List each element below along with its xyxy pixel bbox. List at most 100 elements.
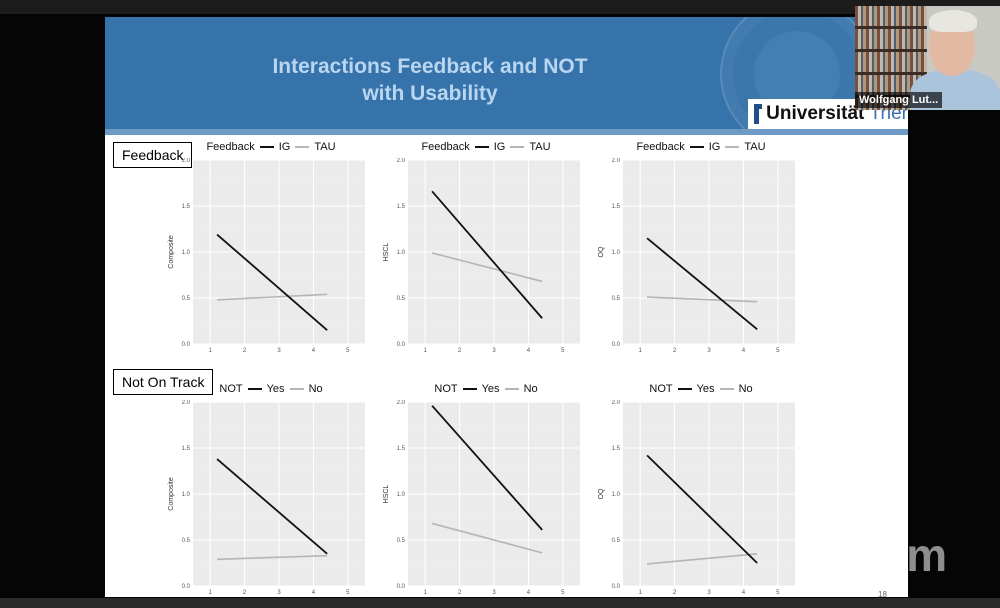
window-bottom-bar xyxy=(0,598,1000,608)
chart-svg: 0.0 0.5 1.0 1.5 2.0 1 2 3 4 5 HSCL xyxy=(383,400,580,596)
y-axis-label: OQ xyxy=(598,246,605,257)
x-tick-label: 1 xyxy=(424,348,428,354)
y-tick-label: 1.5 xyxy=(397,446,406,452)
section-label-not-on-track: Not On Track xyxy=(113,369,214,395)
legend-level-1: Yes xyxy=(266,383,285,395)
participant-hair xyxy=(929,10,977,32)
series-line-ig xyxy=(431,190,543,319)
legend-level-1: IG xyxy=(278,141,291,153)
y-tick-label: 1.0 xyxy=(612,250,621,256)
x-tick-label: 4 xyxy=(742,590,746,596)
x-tick-label: 3 xyxy=(277,348,281,354)
y-tick-label: 1.5 xyxy=(612,446,621,452)
y-tick-label: 2.0 xyxy=(397,400,406,406)
series-line-yes xyxy=(431,405,543,531)
legend-title: NOT xyxy=(219,383,243,395)
y-tick-label: 1.5 xyxy=(397,204,406,210)
legend-level-2: No xyxy=(738,383,753,395)
legend-swatch-light xyxy=(504,388,519,390)
x-tick-label: 4 xyxy=(527,590,531,596)
series-line-tau xyxy=(647,296,758,303)
legend-swatch-dark xyxy=(462,388,477,390)
y-tick-label: 2.0 xyxy=(397,158,406,164)
series-line-no xyxy=(647,553,758,565)
y-tick-label: 0.5 xyxy=(612,296,621,302)
x-tick-label: 4 xyxy=(312,348,316,354)
legend-swatch-dark xyxy=(677,388,692,390)
series-line-ig xyxy=(216,233,328,331)
x-tick-label: 1 xyxy=(639,590,643,596)
legend-swatch-light xyxy=(289,388,304,390)
plot-not-hscl: NOT Yes No 0.0 0.5 1.0 1.5 2.0 1 2 3 4 5 HSCL xyxy=(380,380,592,596)
legend-title: Feedback xyxy=(206,141,255,153)
legend-swatch-dark xyxy=(689,146,704,148)
y-tick-label: 0.0 xyxy=(182,584,191,590)
x-tick-label: 5 xyxy=(776,590,780,596)
y-tick-label: 1.5 xyxy=(182,446,191,452)
y-tick-label: 1.0 xyxy=(397,250,406,256)
x-tick-label: 3 xyxy=(707,348,711,354)
legend: NOT Yes No xyxy=(165,380,377,398)
logo-mark-icon xyxy=(754,104,763,124)
legend: NOT Yes No xyxy=(595,380,807,398)
chart-svg: 0.0 0.5 1.0 1.5 2.0 1 2 3 4 5 HSCL xyxy=(383,158,580,354)
x-tick-label: 2 xyxy=(458,590,462,596)
series-line-yes xyxy=(646,454,758,564)
x-tick-label: 2 xyxy=(243,348,247,354)
legend-title: NOT xyxy=(649,383,673,395)
legend-level-1: IG xyxy=(493,141,506,153)
legend-swatch-light xyxy=(295,146,310,148)
shared-slide: Interactions Feedback and NOT with Usabi… xyxy=(105,17,908,597)
y-tick-label: 0.0 xyxy=(397,342,406,348)
y-tick-label: 2.0 xyxy=(182,158,191,164)
y-axis-label: Composite xyxy=(168,477,175,511)
legend: Feedback IG TAU xyxy=(165,138,377,156)
x-tick-label: 3 xyxy=(277,590,281,596)
series-line-no xyxy=(431,522,543,554)
plot-feedback-composite: Feedback IG TAU 0.0 0.5 1.0 1.5 2.0 1 2 3 4 5 Comp… xyxy=(165,138,377,354)
y-tick-label: 2.0 xyxy=(182,400,191,406)
x-tick-label: 4 xyxy=(527,348,531,354)
y-axis-label: Composite xyxy=(168,235,175,269)
chart-svg: 0.0 0.5 1.0 1.5 2.0 1 2 3 4 5 OQ xyxy=(598,158,795,354)
plot-feedback-oq: Feedback IG TAU 0.0 0.5 1.0 1.5 2.0 1 2 3 4 5 OQ xyxy=(595,138,807,354)
window-top-bar xyxy=(0,0,1000,14)
x-tick-label: 5 xyxy=(561,590,565,596)
y-tick-label: 0.5 xyxy=(612,538,621,544)
y-tick-label: 0.0 xyxy=(612,584,621,590)
x-tick-label: 3 xyxy=(492,590,496,596)
y-tick-label: 2.0 xyxy=(612,158,621,164)
legend: Feedback IG TAU xyxy=(380,138,592,156)
y-tick-label: 0.5 xyxy=(397,538,406,544)
slide-title: Interactions Feedback and NOT with Usabi… xyxy=(165,53,695,107)
legend-swatch-dark xyxy=(474,146,489,148)
slide-title-line-2: with Usability xyxy=(362,82,498,105)
chart-svg: 0.0 0.5 1.0 1.5 2.0 1 2 3 4 5 OQ xyxy=(598,400,795,596)
plot-feedback-hscl: Feedback IG TAU 0.0 0.5 1.0 1.5 2.0 1 2 3 4 5 HSCL xyxy=(380,138,592,354)
participant-name-label: Wolfgang Lut... xyxy=(855,92,943,108)
y-tick-label: 1.0 xyxy=(182,492,191,498)
legend-level-2: TAU xyxy=(314,141,336,153)
chart-svg: 0.0 0.5 1.0 1.5 2.0 1 2 3 4 5 Composite xyxy=(168,158,365,354)
legend-swatch-dark xyxy=(259,146,274,148)
series-line-tau xyxy=(431,252,543,283)
slide-page-number: 18 xyxy=(878,590,887,597)
x-tick-label: 5 xyxy=(346,348,350,354)
y-tick-label: 0.0 xyxy=(397,584,406,590)
legend-title: Feedback xyxy=(421,141,470,153)
legend-title: NOT xyxy=(434,383,458,395)
y-tick-label: 1.0 xyxy=(182,250,191,256)
x-tick-label: 2 xyxy=(458,348,462,354)
legend: Feedback IG TAU xyxy=(595,138,807,156)
participant-video-tile[interactable]: Wolfgang Lut... xyxy=(855,6,1000,110)
plot-not-composite: NOT Yes No 0.0 0.5 1.0 1.5 2.0 1 2 3 4 5 Composite xyxy=(165,380,377,596)
legend-level-2: No xyxy=(308,383,323,395)
y-tick-label: 1.0 xyxy=(397,492,406,498)
logo-name: Universität xyxy=(766,103,865,124)
y-tick-label: 0.0 xyxy=(182,342,191,348)
y-tick-label: 1.5 xyxy=(182,204,191,210)
y-axis-label: OQ xyxy=(598,488,605,499)
y-axis-label: HSCL xyxy=(383,243,390,262)
x-tick-label: 5 xyxy=(561,348,565,354)
x-tick-label: 4 xyxy=(742,348,746,354)
